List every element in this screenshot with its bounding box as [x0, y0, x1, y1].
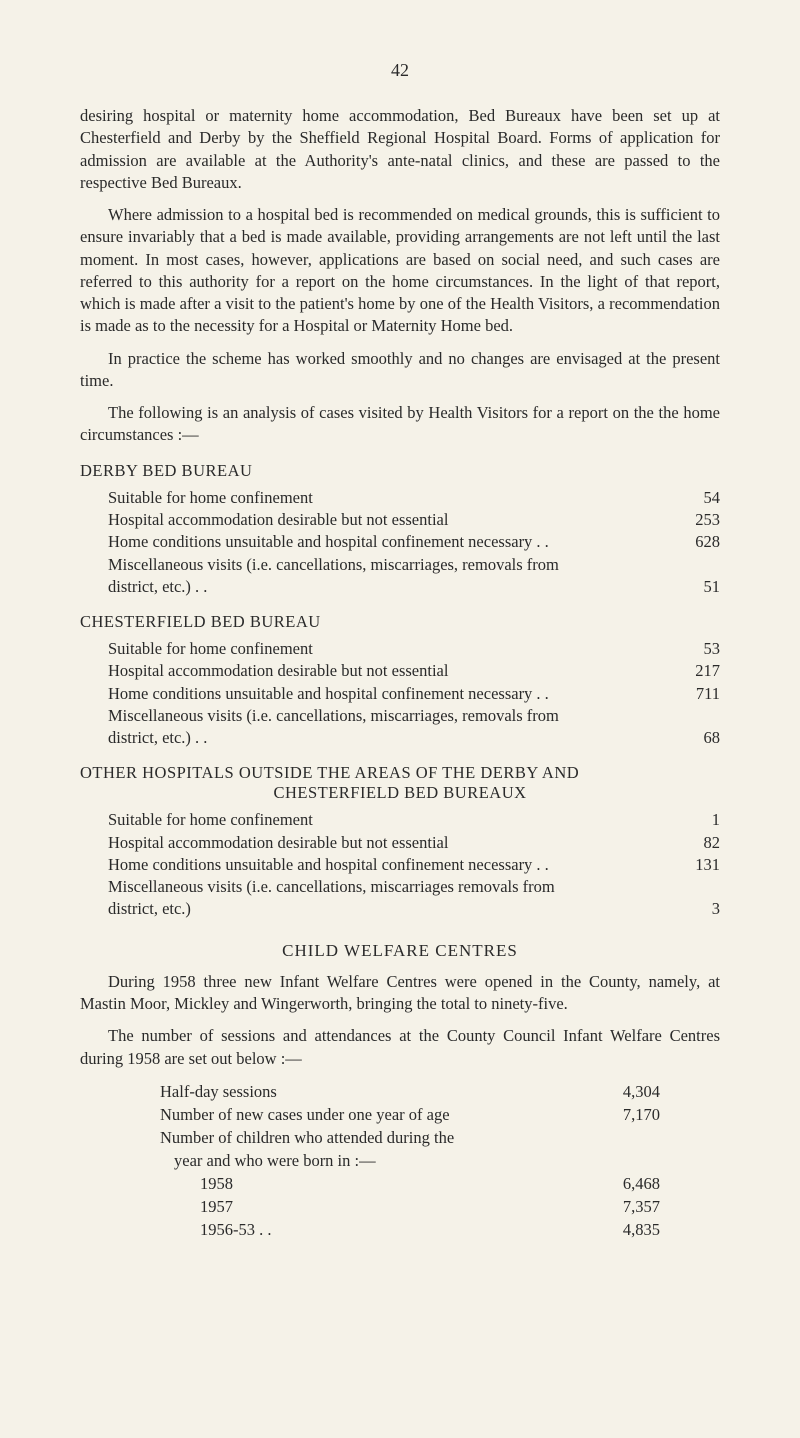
row-value: [670, 705, 720, 727]
table-row: district, etc.) . . 51: [80, 576, 720, 598]
row-label: Miscellaneous visits (i.e. cancellations…: [80, 876, 670, 898]
document-page: 42 desiring hospital or maternity home a…: [0, 0, 800, 1438]
row-value: 68: [670, 727, 720, 749]
row-label: Home conditions unsuitable and hospital …: [80, 683, 670, 705]
row-label: Hospital accommodation desirable but not…: [80, 660, 670, 682]
row-label: district, etc.) . .: [80, 576, 670, 598]
derby-heading: DERBY BED BUREAU: [80, 461, 720, 481]
year-value: 6,468: [600, 1172, 660, 1195]
row-value: 3: [670, 898, 720, 920]
table-row: Miscellaneous visits (i.e. cancellations…: [80, 876, 720, 898]
other-heading-line1: OTHER HOSPITALS OUTSIDE THE AREAS OF THE…: [80, 763, 720, 783]
table-row: Suitable for home confinement 54: [80, 487, 720, 509]
row-value: 253: [670, 509, 720, 531]
row-value: 82: [670, 832, 720, 854]
row-label: Hospital accommodation desirable but not…: [80, 509, 670, 531]
row-label: Home conditions unsuitable and hospital …: [80, 531, 670, 553]
table-row: Home conditions unsuitable and hospital …: [80, 531, 720, 553]
year-block: 1958 6,468 1957 7,357 1956-53 . . 4,835: [200, 1172, 660, 1241]
year-row: 1957 7,357: [200, 1195, 660, 1218]
row-value: 217: [670, 660, 720, 682]
paragraph-2: Where admission to a hospital bed is rec…: [80, 204, 720, 338]
other-block: Suitable for home confinement 1 Hospital…: [80, 809, 720, 920]
table-row: district, etc.) 3: [80, 898, 720, 920]
child-welfare-p1: During 1958 three new Infant Welfare Cen…: [80, 971, 720, 1016]
stats-value: [600, 1149, 660, 1172]
row-label: Home conditions unsuitable and hospital …: [80, 854, 670, 876]
year-value: 4,835: [600, 1218, 660, 1241]
row-value: [670, 554, 720, 576]
table-row: Home conditions unsuitable and hospital …: [80, 683, 720, 705]
paragraph-4: The following is an analysis of cases vi…: [80, 402, 720, 447]
table-row: Hospital accommodation desirable but not…: [80, 660, 720, 682]
chesterfield-block: Suitable for home confinement 53 Hospita…: [80, 638, 720, 749]
row-label: district, etc.) . .: [80, 727, 670, 749]
stats-block: Half-day sessions 4,304 Number of new ca…: [160, 1080, 660, 1172]
table-row: Hospital accommodation desirable but not…: [80, 509, 720, 531]
row-label: Suitable for home confinement: [80, 638, 670, 660]
row-label: Suitable for home confinement: [80, 487, 670, 509]
stats-label: Number of new cases under one year of ag…: [160, 1103, 600, 1126]
year-row: 1956-53 . . 4,835: [200, 1218, 660, 1241]
row-value: [670, 876, 720, 898]
stats-row: Half-day sessions 4,304: [160, 1080, 660, 1103]
paragraph-1: desiring hospital or maternity home acco…: [80, 105, 720, 194]
stats-value: [600, 1126, 660, 1149]
row-value: 711: [670, 683, 720, 705]
table-row: Hospital accommodation desirable but not…: [80, 832, 720, 854]
paragraph-3: In practice the scheme has worked smooth…: [80, 348, 720, 393]
other-heading-line2: CHESTERFIELD BED BUREAUX: [80, 783, 720, 803]
page-number: 42: [80, 60, 720, 81]
stats-value: 4,304: [600, 1080, 660, 1103]
stats-label: Half-day sessions: [160, 1080, 600, 1103]
row-label: Hospital accommodation desirable but not…: [80, 832, 670, 854]
table-row: district, etc.) . . 68: [80, 727, 720, 749]
table-row: Suitable for home confinement 53: [80, 638, 720, 660]
year-label: 1956-53 . .: [200, 1218, 600, 1241]
stats-row: year and who were born in :—: [160, 1149, 660, 1172]
row-value: 53: [670, 638, 720, 660]
child-welfare-p2: The number of sessions and attendances a…: [80, 1025, 720, 1070]
row-label: Miscellaneous visits (i.e. cancellations…: [80, 705, 670, 727]
table-row: Miscellaneous visits (i.e. cancellations…: [80, 705, 720, 727]
child-welfare-heading: CHILD WELFARE CENTRES: [80, 941, 720, 961]
row-label: district, etc.): [80, 898, 670, 920]
year-value: 7,357: [600, 1195, 660, 1218]
stats-label: Number of children who attended during t…: [160, 1126, 600, 1149]
stats-row: Number of new cases under one year of ag…: [160, 1103, 660, 1126]
row-value: 1: [670, 809, 720, 831]
stats-label: year and who were born in :—: [160, 1149, 600, 1172]
year-row: 1958 6,468: [200, 1172, 660, 1195]
year-label: 1958: [200, 1172, 600, 1195]
derby-block: Suitable for home confinement 54 Hospita…: [80, 487, 720, 598]
year-label: 1957: [200, 1195, 600, 1218]
row-value: 54: [670, 487, 720, 509]
stats-value: 7,170: [600, 1103, 660, 1126]
row-label: Suitable for home confinement: [80, 809, 670, 831]
table-row: Suitable for home confinement 1: [80, 809, 720, 831]
chesterfield-heading: CHESTERFIELD BED BUREAU: [80, 612, 720, 632]
stats-row: Number of children who attended during t…: [160, 1126, 660, 1149]
row-value: 628: [670, 531, 720, 553]
row-value: 51: [670, 576, 720, 598]
row-label: Miscellaneous visits (i.e. cancellations…: [80, 554, 670, 576]
table-row: Home conditions unsuitable and hospital …: [80, 854, 720, 876]
row-value: 131: [670, 854, 720, 876]
table-row: Miscellaneous visits (i.e. cancellations…: [80, 554, 720, 576]
